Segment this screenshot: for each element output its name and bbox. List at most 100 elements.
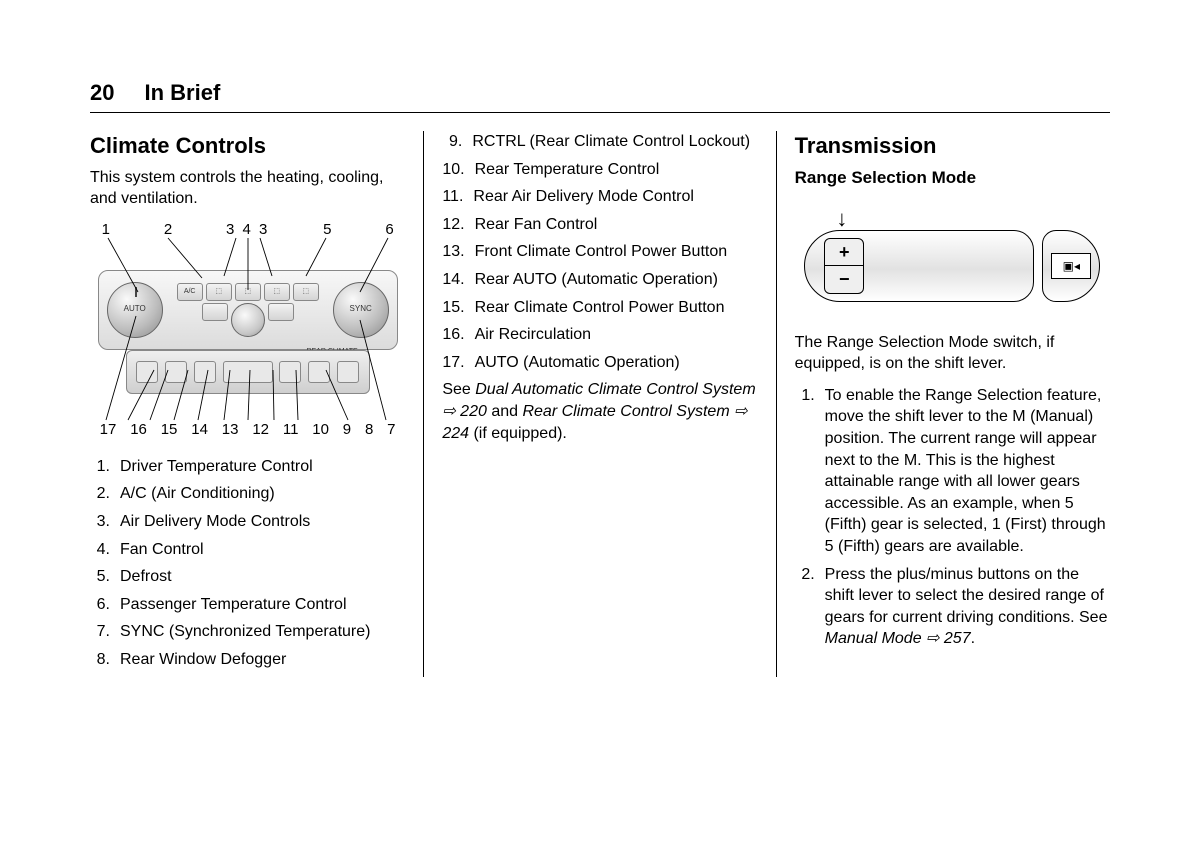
item-text-part: . — [971, 630, 975, 647]
range-selection-intro: The Range Selection Mode switch, if equi… — [795, 332, 1110, 375]
list-item: 6.Passenger Temperature Control — [90, 594, 405, 616]
page: 20 In Brief Climate Controls This system… — [0, 0, 1200, 717]
lower-button-icon — [337, 361, 359, 383]
item-number: 12. — [442, 214, 474, 236]
callout: 12 — [252, 420, 269, 440]
item-number: 3. — [90, 511, 120, 533]
page-number: 20 — [90, 80, 114, 106]
figure-top-labels: 1 2 3 4 3 5 6 — [98, 220, 398, 240]
figure-bottom-labels: 17 16 15 14 13 12 11 10 9 8 7 — [98, 420, 398, 440]
column-3: Transmission Range Selection Mode ↓ + − … — [776, 131, 1110, 677]
lower-button-icon — [223, 361, 273, 383]
item-text: Rear Window Defogger — [120, 649, 405, 671]
xref-title: Dual Automatic Climate Control System — [475, 381, 755, 398]
item-text: Rear AUTO (Automatic Operation) — [475, 269, 758, 291]
item-text: Front Climate Control Power Button — [475, 241, 758, 263]
xref-page: ⇨ 220 — [442, 403, 487, 420]
item-number: 10. — [442, 159, 474, 181]
center-controls: A/C ⬚ ⬚ ⬚ ⬚ — [163, 283, 333, 337]
list-item: 14.Rear AUTO (Automatic Operation) — [442, 269, 757, 291]
callout: 14 — [191, 420, 208, 440]
list-item: 15.Rear Climate Control Power Button — [442, 297, 757, 319]
item-text: To enable the Range Selection feature, m… — [825, 385, 1110, 558]
item-text: Fan Control — [120, 539, 405, 561]
item-text: Rear Climate Control Power Button — [475, 297, 758, 319]
item-number: 4. — [90, 539, 120, 561]
mode-button-icon: ⬚ — [235, 283, 261, 301]
callout: 10 — [312, 420, 329, 440]
item-text-part: Press the plus/minus buttons on the shif… — [825, 566, 1108, 626]
lower-button-icon — [194, 361, 216, 383]
item-text: Rear Fan Control — [475, 214, 758, 236]
list-item: 1.Driver Temperature Control — [90, 456, 405, 478]
item-text: SYNC (Synchronized Temperature) — [120, 621, 405, 643]
page-section: In Brief — [144, 80, 220, 106]
item-number: 13. — [442, 241, 474, 263]
callout: 13 — [222, 420, 239, 440]
callout: 9 — [343, 420, 351, 440]
passenger-temp-knob: SYNC — [333, 282, 389, 338]
callout: 11 — [283, 420, 299, 440]
mode-button-icon: ⬚ — [264, 283, 290, 301]
range-selection-steps: 1. To enable the Range Selection feature… — [795, 385, 1110, 650]
mode-button-icon — [202, 303, 228, 321]
list-item: 12.Rear Fan Control — [442, 214, 757, 236]
mode-buttons-row1: A/C ⬚ ⬚ ⬚ ⬚ — [177, 283, 319, 301]
item-text: Driver Temperature Control — [120, 456, 405, 478]
column-1: Climate Controls This system controls th… — [90, 131, 423, 677]
item-number: 9. — [442, 131, 472, 153]
callout-list-1: 1.Driver Temperature Control 2.A/C (Air … — [90, 456, 405, 671]
xref-page: ⇨ 257 — [922, 630, 971, 647]
list-item: 3.Air Delivery Mode Controls — [90, 511, 405, 533]
page-header: 20 In Brief — [90, 80, 1110, 113]
plus-minus-rocker: + − — [824, 238, 864, 294]
lower-button-icon — [279, 361, 301, 383]
transmission-heading: Transmission — [795, 131, 1110, 161]
mode-button-icon — [268, 303, 294, 321]
columns: Climate Controls This system controls th… — [90, 131, 1110, 677]
callout: 1 — [102, 220, 110, 240]
item-number: 5. — [90, 566, 120, 588]
climate-controls-heading: Climate Controls — [90, 131, 405, 161]
see-text: See — [442, 381, 475, 398]
callout-list-2: 9.RCTRL (Rear Climate Control Lockout) 1… — [442, 131, 757, 373]
range-selection-heading: Range Selection Mode — [795, 167, 1110, 190]
list-item: 9.RCTRL (Rear Climate Control Lockout) — [442, 131, 757, 153]
list-item: 7.SYNC (Synchronized Temperature) — [90, 621, 405, 643]
item-number: 11. — [442, 186, 473, 208]
list-item: 2. Press the plus/minus buttons on the s… — [795, 564, 1110, 650]
plus-icon: + — [825, 239, 863, 266]
list-item: 8.Rear Window Defogger — [90, 649, 405, 671]
callout: 7 — [387, 420, 395, 440]
panel-lower — [126, 350, 370, 394]
ac-button-icon: A/C — [177, 283, 203, 301]
lower-button-icon — [165, 361, 187, 383]
item-text: Passenger Temperature Control — [120, 594, 405, 616]
item-text: Rear Air Delivery Mode Control — [473, 186, 757, 208]
mode-button-icon: ⬚ — [293, 283, 319, 301]
item-number: 1. — [90, 456, 120, 478]
mode-buttons-row2 — [202, 303, 294, 337]
tow-haul-icon: ▣◂ — [1051, 253, 1091, 279]
arrow-down-icon: ↓ — [836, 208, 847, 230]
item-number: 14. — [442, 269, 474, 291]
item-text: Defrost — [120, 566, 405, 588]
shift-lever-end: ▣◂ — [1042, 230, 1100, 302]
item-number: 2. — [90, 483, 120, 505]
item-number: 7. — [90, 621, 120, 643]
callout: 15 — [161, 420, 178, 440]
column-2: 9.RCTRL (Rear Climate Control Lockout) 1… — [423, 131, 775, 677]
item-text: A/C (Air Conditioning) — [120, 483, 405, 505]
lower-button-icon — [136, 361, 158, 383]
callout: 6 — [385, 220, 393, 240]
shift-lever-figure: ↓ + − ▣◂ — [802, 200, 1102, 320]
item-text: RCTRL (Rear Climate Control Lockout) — [472, 131, 757, 153]
item-text: AUTO (Automatic Operation) — [475, 352, 758, 374]
see-text: (if equipped). — [469, 425, 567, 442]
item-number: 6. — [90, 594, 120, 616]
fan-dial-icon — [231, 303, 265, 337]
item-text: Rear Temperature Control — [475, 159, 758, 181]
callout: 5 — [323, 220, 331, 240]
callout: 3 4 3 — [226, 220, 269, 240]
driver-temp-knob: AUTO — [107, 282, 163, 338]
